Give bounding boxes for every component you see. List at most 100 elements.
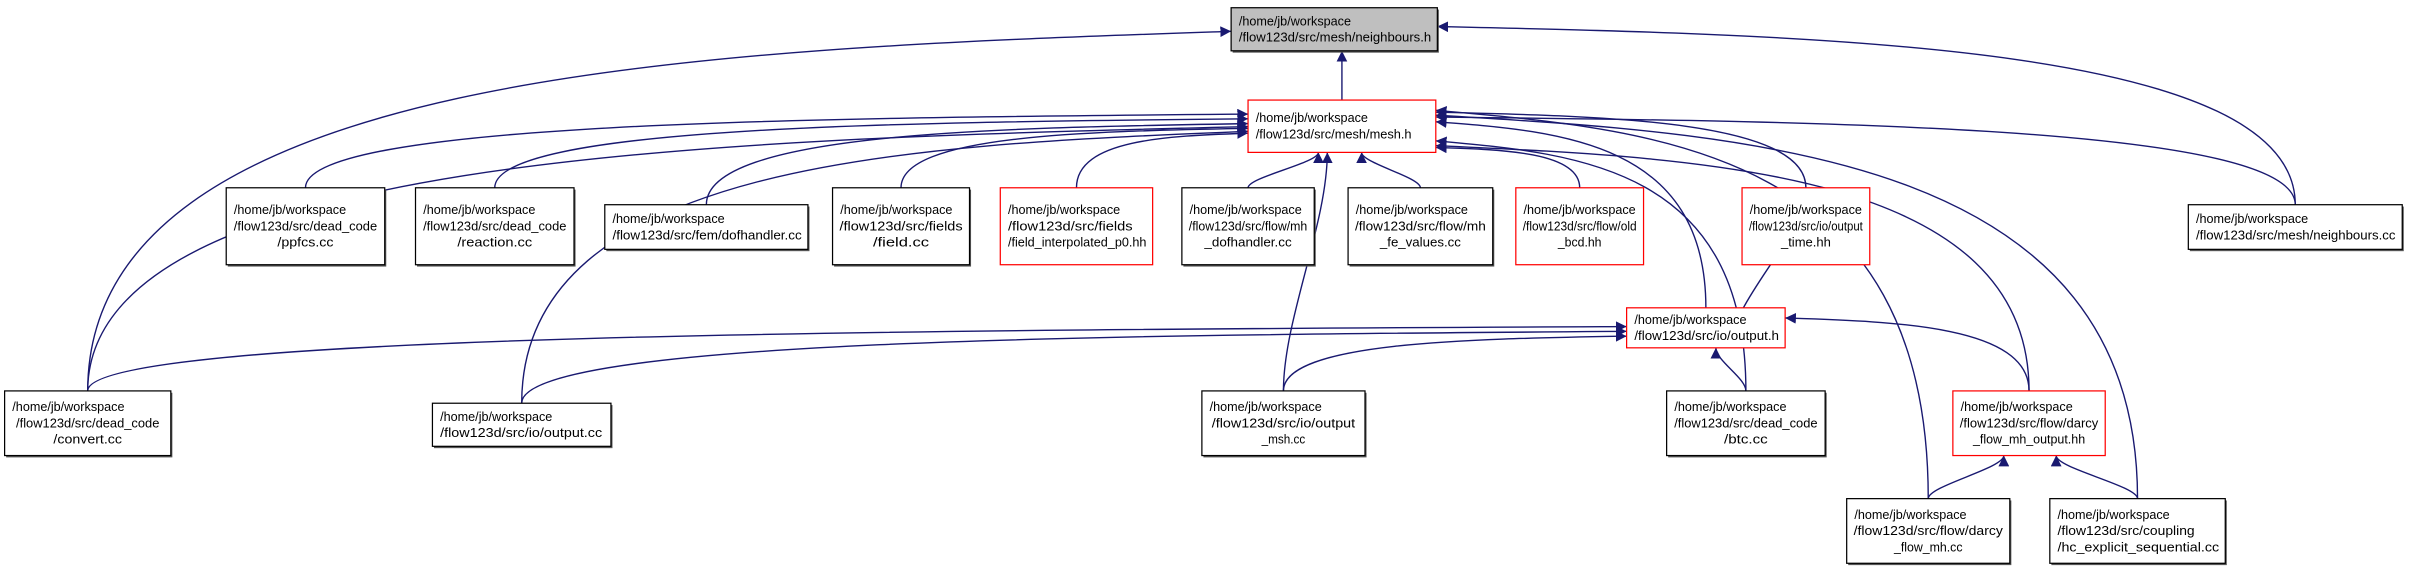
node-label-line: /home/jb/workspace bbox=[1750, 202, 1862, 217]
dependency-edge-old_bcd-to-mesh_h bbox=[1435, 142, 1581, 188]
dependency-edge-hc_explicit-to-darcy_output bbox=[2050, 455, 2139, 499]
node-box bbox=[1201, 390, 1366, 457]
node-label-line: /flow123d/src/flow/old bbox=[1523, 218, 1637, 233]
node-label-line: /field_interpolated_p0.hh bbox=[1008, 235, 1147, 250]
node-label-line: _time.hh bbox=[1780, 235, 1831, 250]
file-node-darcy_output[interactable]: /home/jb/workspace/flow123d/src/flow/dar… bbox=[1952, 390, 2107, 457]
node-label-line: /home/jb/workspace bbox=[440, 409, 552, 424]
node-label-line: _bcd.hh bbox=[1557, 235, 1602, 250]
dependency-edge-mh_fe_values-to-mesh_h bbox=[1356, 152, 1422, 189]
dependency-edge-convert-to-neighbours_h bbox=[87, 26, 1232, 391]
node-box bbox=[831, 187, 971, 266]
node-box bbox=[1515, 187, 1645, 266]
node-label-line: /home/jb/workspace bbox=[1524, 202, 1636, 217]
node-label-line: /home/jb/workspace bbox=[1634, 312, 1746, 327]
node-label-line: /flow123d/src/mesh/mesh.h bbox=[1256, 127, 1412, 142]
node-label-line: _flow_mh.cc bbox=[1893, 539, 1963, 554]
node-label-line: /flow123d/src/flow/darcy bbox=[1960, 415, 2099, 430]
node-label-line: /home/jb/workspace bbox=[1854, 507, 1966, 522]
node-box bbox=[1626, 307, 1786, 349]
dependency-edge-ppfcs-to-mesh_h bbox=[304, 108, 1249, 188]
dependency-edge-darcy_mh-to-darcy_output bbox=[1927, 455, 2010, 499]
dependency-edge-neighbours_cc-to-neighbours_h bbox=[1437, 21, 2296, 205]
node-label-line: /home/jb/workspace bbox=[1356, 202, 1468, 217]
file-node-field_cc[interactable]: /home/jb/workspace/flow123d/src/fields/f… bbox=[831, 187, 972, 267]
node-label-line: /flow123d/src/mesh/neighbours.cc bbox=[2196, 227, 2396, 242]
node-label-line: /home/jb/workspace bbox=[612, 211, 724, 226]
node-box bbox=[604, 204, 809, 250]
dependency-edge-darcy_output-to-mesh_h bbox=[1435, 140, 2030, 391]
file-node-field_interp[interactable]: /home/jb/workspace/flow123d/src/fields/f… bbox=[999, 187, 1154, 267]
node-label-line: /home/jb/workspace bbox=[1674, 399, 1786, 414]
node-box bbox=[1347, 187, 1494, 266]
file-node-output_h[interactable]: /home/jb/workspace/flow123d/src/io/outpu… bbox=[1626, 307, 1787, 350]
node-label-line: /btc.cc bbox=[1724, 432, 1768, 447]
file-node-output_msh[interactable]: /home/jb/workspace/flow123d/src/io/outpu… bbox=[1201, 390, 1367, 458]
node-box bbox=[4, 390, 172, 457]
file-node-ppfcs[interactable]: /home/jb/workspace/flow123d/src/dead_cod… bbox=[225, 187, 387, 267]
node-label-line: /home/jb/workspace bbox=[2196, 211, 2308, 226]
file-node-convert[interactable]: /home/jb/workspace/flow123d/src/dead_cod… bbox=[4, 390, 173, 458]
node-label-line: _msh.cc bbox=[1261, 432, 1306, 447]
dependency-edge-output_time-to-mesh_h bbox=[1435, 107, 1807, 188]
file-node-hc_explicit[interactable]: /home/jb/workspace/flow123d/src/coupling… bbox=[2049, 498, 2227, 566]
node-label-line: /home/jb/workspace bbox=[423, 202, 535, 217]
node-label-line: /flow123d/src/dead_code bbox=[1674, 415, 1817, 430]
node-label-line: /flow123d/src/io/output bbox=[1749, 218, 1863, 233]
node-label-line: /home/jb/workspace bbox=[1210, 399, 1322, 414]
node-label-line: /home/jb/workspace bbox=[840, 202, 952, 217]
file-node-mesh_h[interactable]: /home/jb/workspace/flow123d/src/mesh/mes… bbox=[1247, 99, 1437, 154]
nodes-layer: /home/jb/workspace/flow123d/src/mesh/nei… bbox=[4, 7, 2404, 566]
node-box bbox=[1230, 7, 1438, 52]
node-label-line: /flow123d/src/fem/dofhandler.cc bbox=[612, 227, 802, 242]
dependency-edge-reaction-to-mesh_h bbox=[494, 113, 1249, 188]
node-label-line: /home/jb/workspace bbox=[12, 399, 124, 414]
dependency-edge-output_msh-to-mesh_h bbox=[1282, 152, 1333, 391]
node-label-line: /flow123d/src/coupling bbox=[2058, 523, 2195, 538]
file-node-mh_fe_values[interactable]: /home/jb/workspace/flow123d/src/flow/mh _… bbox=[1347, 187, 1495, 267]
dependency-edge-field_interp-to-mesh_h bbox=[1075, 128, 1249, 188]
file-node-darcy_mh[interactable]: /home/jb/workspace/flow123d/src/flow/dar… bbox=[1846, 498, 2012, 566]
file-node-neighbours_h: /home/jb/workspace/flow123d/src/mesh/nei… bbox=[1230, 7, 1439, 53]
file-node-mh_dofhandler[interactable]: /home/jb/workspace/flow123d/src/flow/mh _… bbox=[1181, 187, 1316, 267]
node-box bbox=[1181, 187, 1315, 266]
dependency-edge-darcy_mh-to-mesh_h bbox=[1435, 105, 1929, 499]
node-label-line: _fe_values.cc bbox=[1379, 235, 1461, 250]
node-label-line: /ppfcs.cc bbox=[277, 235, 333, 250]
dependency-edge-mh_dofhandler-to-mesh_h bbox=[1247, 152, 1324, 189]
node-box bbox=[431, 402, 612, 447]
node-box bbox=[414, 187, 575, 266]
node-box bbox=[1247, 99, 1437, 154]
file-node-btc[interactable]: /home/jb/workspace/flow123d/src/dead_cod… bbox=[1666, 390, 1827, 458]
dependency-edge-fem_dofhandler-to-mesh_h bbox=[705, 118, 1249, 205]
node-label-line: _dofhandler.cc bbox=[1203, 235, 1292, 250]
node-label-line: /home/jb/workspace bbox=[2058, 507, 2170, 522]
dependency-edge-btc-to-output_h bbox=[1710, 347, 1747, 392]
node-box bbox=[999, 187, 1154, 266]
node-label-line: /flow123d/src/fields bbox=[839, 218, 963, 233]
node-label-line: /flow123d/src/mesh/neighbours.h bbox=[1239, 30, 1431, 45]
dependency-edge-field_cc-to-mesh_h bbox=[900, 123, 1249, 188]
dependency-edge-output_msh-to-output_h bbox=[1282, 330, 1627, 391]
node-label-line: /flow123d/src/flow/darcy bbox=[1854, 523, 2004, 538]
file-node-reaction[interactable]: /home/jb/workspace/flow123d/src/dead_cod… bbox=[414, 187, 576, 267]
file-node-fem_dofhandler[interactable]: /home/jb/workspace/flow123d/src/fem/dofh… bbox=[604, 204, 810, 252]
node-label-line: /flow123d/src/flow/mh bbox=[1189, 218, 1307, 233]
dependency-edge-darcy_output-to-output_h bbox=[1785, 312, 2030, 391]
node-box bbox=[1846, 498, 2011, 564]
node-label-line: /home/jb/workspace bbox=[1256, 110, 1368, 125]
node-label-line: /home/jb/workspace bbox=[1961, 399, 2073, 414]
node-label-line: /flow123d/src/dead_code bbox=[16, 415, 159, 430]
edges-layer bbox=[87, 21, 2296, 499]
file-node-old_bcd[interactable]: /home/jb/workspace/flow123d/src/flow/old… bbox=[1515, 187, 1645, 267]
node-label-line: /home/jb/workspace bbox=[1239, 13, 1351, 28]
dependency-edge-io_output_cc-to-output_h bbox=[520, 326, 1627, 404]
node-label-line: /home/jb/workspace bbox=[1008, 202, 1120, 217]
file-node-io_output_cc[interactable]: /home/jb/workspace/flow123d/src/io/outpu… bbox=[431, 402, 613, 449]
node-label-line: _flow_mh_output.hh bbox=[1972, 432, 2085, 447]
file-node-output_time[interactable]: /home/jb/workspace/flow123d/src/io/outpu… bbox=[1741, 187, 1871, 267]
file-node-neighbours_cc[interactable]: /home/jb/workspace/flow123d/src/mesh/nei… bbox=[2187, 204, 2404, 252]
node-label-line: /field.cc bbox=[873, 235, 930, 250]
node-label-line: /hc_explicit_sequential.cc bbox=[2058, 539, 2220, 554]
